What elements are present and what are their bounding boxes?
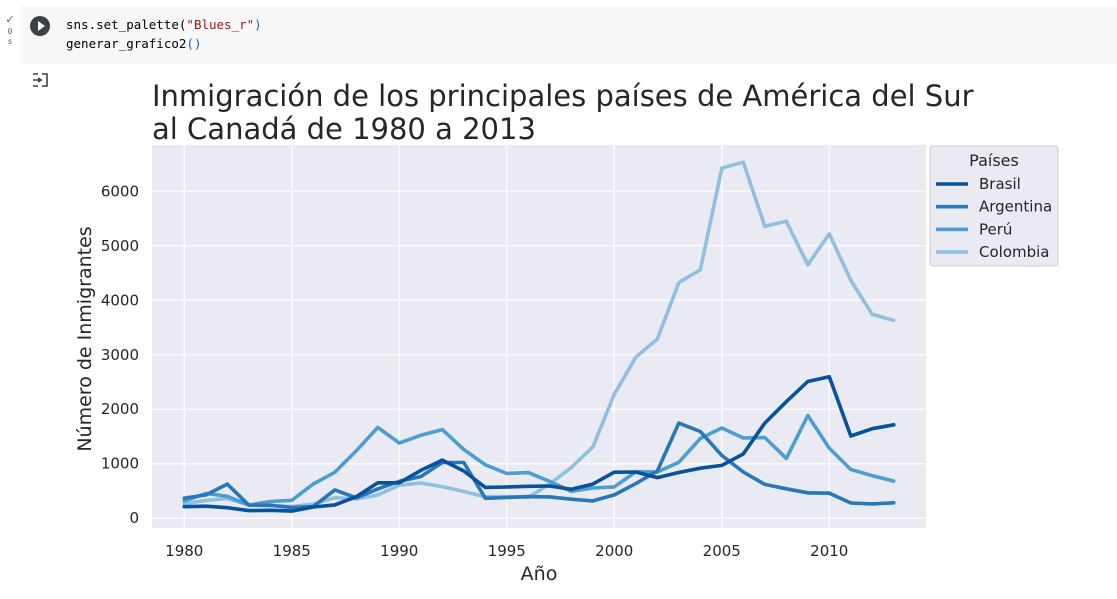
x-tick-labels: 1980 1985 1990 1995 2000 2005 2010: [165, 542, 848, 560]
x-tick-label: 1990: [380, 542, 418, 560]
plot-area: [152, 145, 926, 528]
legend-label: Argentina: [979, 198, 1052, 216]
legend-label: Brasil: [979, 175, 1021, 193]
code-line-1-string: "Blues_r": [186, 17, 255, 32]
y-tick-label: 0: [129, 509, 139, 527]
x-tick-label: 1985: [273, 542, 311, 560]
x-tick-label: 1995: [488, 542, 526, 560]
execution-time: 0 s: [7, 27, 13, 46]
code-editor[interactable]: sns.set_palette("Blues_r") generar_grafic…: [66, 15, 262, 53]
code-line-1: sns.set_palette("Blues_r"): [66, 15, 262, 34]
check-icon: ✓: [5, 13, 15, 26]
chart-title-line-2: al Canadá de 1980 a 2013: [152, 112, 536, 146]
x-axis-label: Año: [521, 563, 558, 585]
series-line-brasil: [182, 374, 896, 513]
legend-box: [929, 145, 1059, 267]
y-tick-label: 4000: [101, 291, 139, 309]
code-line-2-prefix: generar_grafico2: [66, 36, 187, 51]
y-tick-label: 1000: [101, 455, 139, 473]
x-tick-label: 2005: [703, 542, 741, 560]
y-tick-label: 3000: [101, 346, 139, 364]
code-line-1-suffix: ): [254, 17, 262, 32]
legend-title: Países: [969, 151, 1019, 170]
legend-items: Brasil Argentina Perú Colombia: [936, 175, 1052, 261]
legend: Países Brasil Argentina Perú Colombia: [929, 145, 1059, 267]
x-tick-label: 1980: [165, 542, 203, 560]
x-tick-label: 2000: [595, 542, 633, 560]
code-line-1-prefix: sns.set_palette(: [66, 17, 187, 32]
code-line-2-parens: (): [186, 36, 202, 51]
y-tick-label: 6000: [101, 182, 139, 200]
code-line-2: generar_grafico2(): [66, 34, 262, 53]
chart-title-line-1: Inmigración de los principales países de…: [152, 79, 974, 113]
y-tick-labels: 0 1000 2000 3000 4000 5000 6000: [101, 182, 139, 527]
legend-label: Colombia: [979, 243, 1050, 261]
series-line-argentina: [182, 421, 896, 510]
series-line-perú: [182, 413, 896, 507]
output-toggle-icon[interactable]: [30, 70, 50, 90]
code-cell[interactable]: [20, 6, 1117, 64]
y-tick-label: 2000: [101, 400, 139, 418]
x-tick-label: 2010: [810, 542, 848, 560]
grid-lines: [152, 145, 926, 528]
series-lines: [182, 160, 896, 513]
run-cell-button[interactable]: [30, 16, 50, 36]
legend-label: Perú: [979, 220, 1012, 238]
cell-status: ✓ 0 s: [3, 14, 17, 47]
y-tick-label: 5000: [101, 237, 139, 255]
y-axis-label: Número de Inmigrantes: [74, 226, 96, 451]
